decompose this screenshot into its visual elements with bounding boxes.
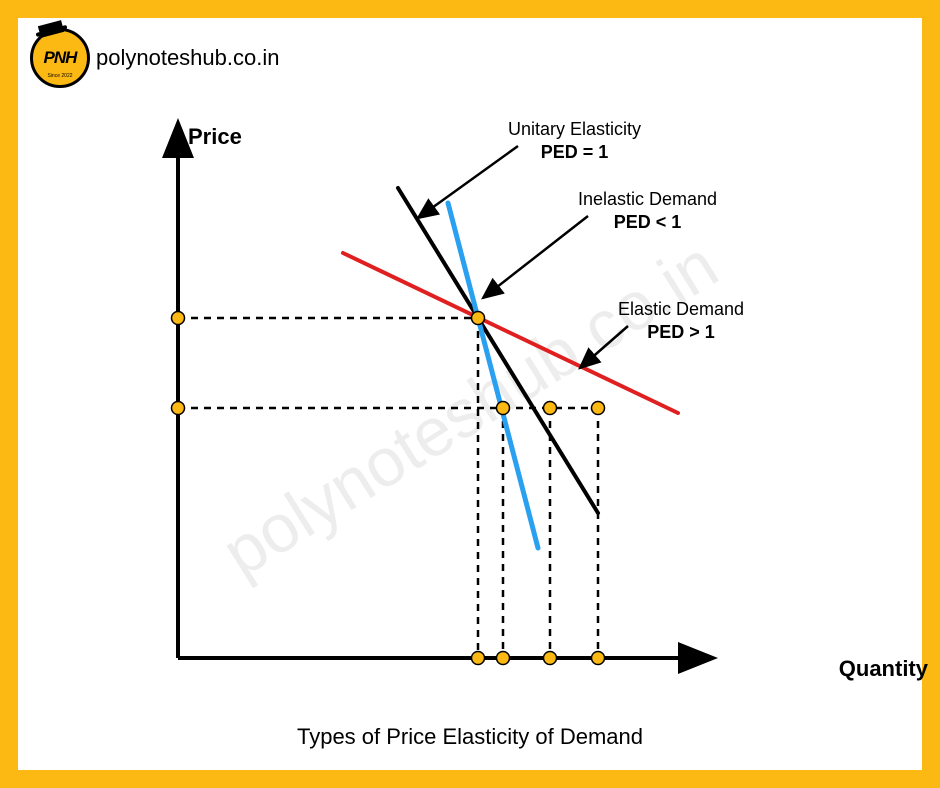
logo-icon: PNH Since 2022 xyxy=(30,28,90,88)
outer-frame: PNH Since 2022 polynoteshub.co.in polyno… xyxy=(0,0,940,788)
logo-since: Since 2022 xyxy=(47,73,72,79)
site-header: PNH Since 2022 polynoteshub.co.in xyxy=(30,28,279,88)
curve-label-title: Elastic Demand xyxy=(618,298,744,321)
x-axis-label: Quantity xyxy=(839,656,928,682)
curve-label-unitary: Unitary ElasticityPED = 1 xyxy=(508,118,641,163)
chart-svg xyxy=(148,128,828,688)
curve-label-sub: PED = 1 xyxy=(508,141,641,164)
curve-label-inelastic: Inelastic DemandPED < 1 xyxy=(578,188,717,233)
curve-label-elastic: Elastic DemandPED > 1 xyxy=(618,298,744,343)
curve-label-title: Inelastic Demand xyxy=(578,188,717,211)
elasticity-chart: Price Quantity Unitary ElasticityPED = 1… xyxy=(148,128,828,688)
curve-label-title: Unitary Elasticity xyxy=(508,118,641,141)
curve-label-sub: PED > 1 xyxy=(618,321,744,344)
curve-label-sub: PED < 1 xyxy=(578,211,717,234)
site-name: polynoteshub.co.in xyxy=(96,45,279,71)
y-axis-label: Price xyxy=(188,124,242,150)
figure-caption: Types of Price Elasticity of Demand xyxy=(18,724,922,750)
logo-text: PNH xyxy=(44,48,77,68)
